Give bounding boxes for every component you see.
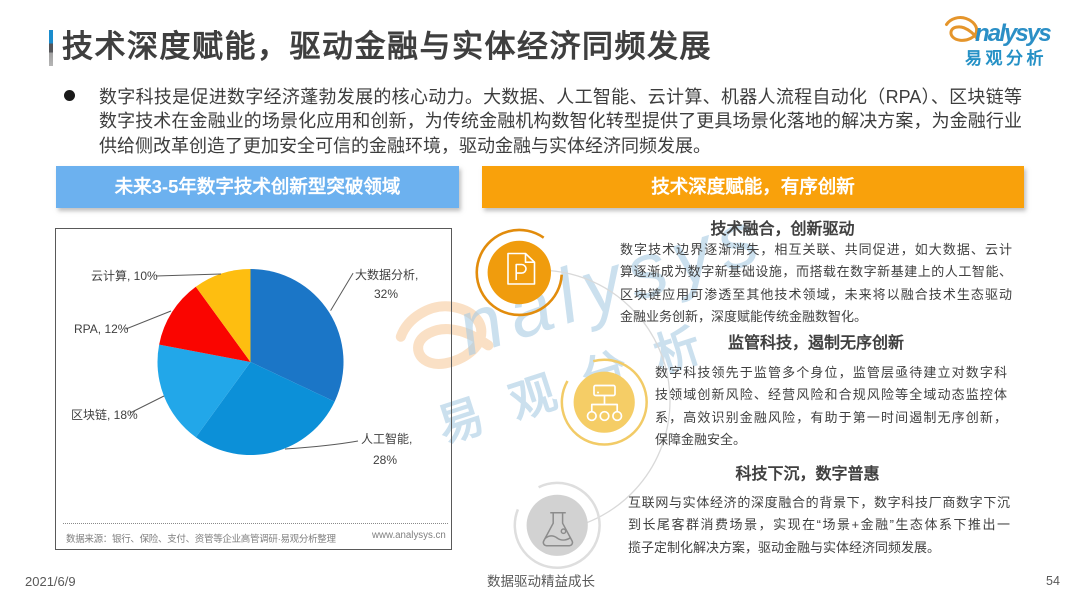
svg-text:区块链, 18%: 区块链, 18%	[71, 407, 138, 422]
svg-text:32%: 32%	[374, 287, 398, 301]
svg-text:RPA, 12%: RPA, 12%	[74, 322, 129, 336]
svg-text:云计算, 10%: 云计算, 10%	[91, 268, 158, 283]
svg-text:nalysys: nalysys	[975, 20, 1051, 47]
svg-text:大数据分析,: 大数据分析,	[355, 267, 418, 282]
svg-text:易观分析: 易观分析	[965, 48, 1047, 68]
svg-text:28%: 28%	[373, 453, 397, 467]
svg-text:人工智能,: 人工智能,	[361, 431, 412, 446]
